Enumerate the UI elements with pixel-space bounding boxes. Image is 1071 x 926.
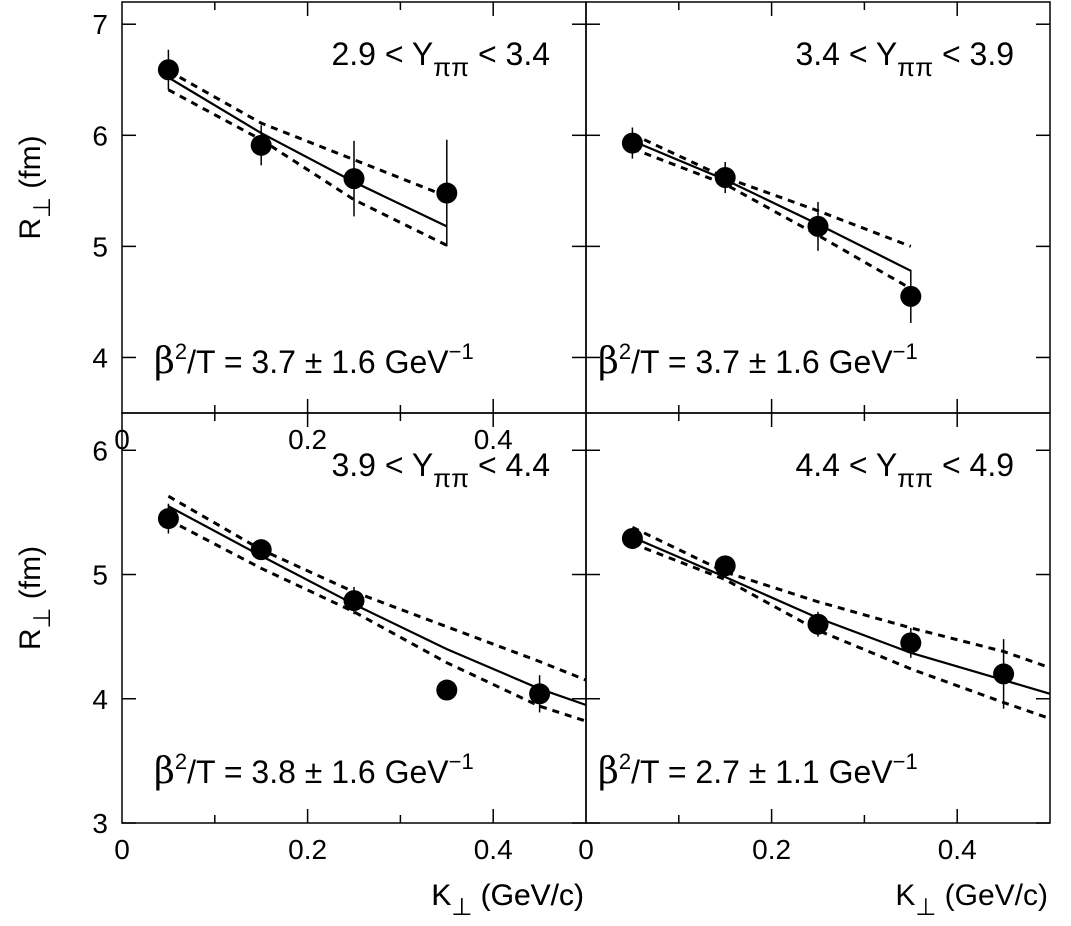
fit-curve bbox=[167, 76, 448, 228]
rapidity-range-label: 4.4 < Yππ < 4.9 bbox=[795, 447, 1014, 493]
rapidity-range-label: 3.9 < Yππ < 4.4 bbox=[331, 447, 550, 493]
fit-upper-bound bbox=[631, 525, 1050, 670]
data-point bbox=[250, 134, 272, 156]
x-tick-label: 0 bbox=[114, 834, 130, 865]
data-point bbox=[436, 679, 458, 701]
fit-lower-bound bbox=[631, 147, 912, 290]
fit-upper-bound bbox=[167, 69, 448, 198]
fit-result-label: β2/T = 2.7 ± 1.1 GeV−1 bbox=[598, 749, 918, 792]
x-tick-label: 0.4 bbox=[474, 834, 513, 865]
panel-frames bbox=[121, 1, 1051, 824]
fit-curve bbox=[631, 536, 1050, 695]
data-point bbox=[250, 539, 272, 561]
x-tick-label: 0 bbox=[114, 424, 130, 455]
y-tick-label: 4 bbox=[92, 342, 108, 373]
fit-upper-bound bbox=[167, 494, 586, 682]
fit-lower-bound bbox=[167, 518, 586, 723]
y-tick-label: 6 bbox=[92, 435, 108, 466]
x-tick-label: 0.2 bbox=[288, 424, 327, 455]
panel-content: 4 5 6 7 0 0.2 0.4 2.9 < Yππ < 3.4 β2/T = 3.7 ± 1… bbox=[14, 2, 1050, 921]
data-point bbox=[343, 168, 365, 190]
data-point bbox=[714, 555, 736, 577]
y-tick-label: 7 bbox=[92, 9, 108, 40]
panel-top-left: 4 5 6 7 0 0.2 0.4 2.9 < Yππ < 3.4 β2/T = 3.7 ± 1… bbox=[14, 2, 586, 921]
data-point bbox=[529, 683, 551, 705]
x-tick-label: 0 bbox=[578, 834, 594, 865]
panel-bottom-right: 0 0.2 0.4 4.4 < Yππ < 4.9 β2/T = 2.7 ± 1.1 G… bbox=[578, 413, 1050, 921]
fit-result-label: β2/T = 3.7 ± 1.6 GeV−1 bbox=[598, 339, 918, 382]
fit-lower-bound bbox=[631, 542, 1050, 721]
y-tick-label: 6 bbox=[92, 120, 108, 151]
panel-top-right: 3.4 < Yππ < 3.9 β2/T = 3.7 ± 1.6 GeV−1 bbox=[586, 2, 1050, 413]
y-tick-label: 5 bbox=[92, 231, 108, 262]
data-point bbox=[621, 132, 643, 154]
y-tick-label: 3 bbox=[92, 808, 108, 839]
rapidity-range-label: 2.9 < Yππ < 3.4 bbox=[331, 36, 550, 82]
data-point bbox=[993, 663, 1015, 685]
data-point bbox=[621, 527, 643, 549]
fit-upper-bound bbox=[631, 132, 912, 248]
x-axis-label: K⊥ (GeV/c) bbox=[431, 879, 584, 921]
x-tick-label: 0.4 bbox=[938, 834, 977, 865]
data-point bbox=[436, 182, 458, 204]
x-axis-label: K⊥ (GeV/c) bbox=[895, 879, 1048, 921]
panel-frame bbox=[585, 412, 1051, 824]
x-tick-label: 0.2 bbox=[288, 834, 327, 865]
data-point bbox=[714, 167, 736, 189]
data-point bbox=[900, 632, 922, 654]
rapidity-range-label: 3.4 < Yππ < 3.9 bbox=[795, 36, 1014, 82]
y-tick-label: 4 bbox=[92, 684, 108, 715]
fit-curve bbox=[631, 139, 912, 272]
y-axis-label: R⊥ (fm) bbox=[14, 135, 56, 239]
fit-result-label: β2/T = 3.7 ± 1.6 GeV−1 bbox=[154, 339, 474, 382]
data-point bbox=[343, 590, 365, 612]
data-point bbox=[157, 508, 179, 530]
x-axis-label: K⊥ (GeV/c) bbox=[431, 879, 584, 921]
fit-result-label: β2/T = 3.8 ± 1.6 GeV−1 bbox=[154, 749, 474, 792]
y-axis-label: R⊥ (fm) bbox=[14, 546, 56, 650]
data-point bbox=[900, 285, 922, 307]
x-tick-label: 0.2 bbox=[752, 834, 791, 865]
fit-curve bbox=[167, 505, 586, 707]
x-tick-label: 0.4 bbox=[474, 424, 513, 455]
y-tick-label: 5 bbox=[92, 560, 108, 591]
fit-lower-bound bbox=[167, 88, 448, 247]
data-point bbox=[807, 215, 829, 237]
data-point bbox=[807, 613, 829, 635]
data-point bbox=[157, 59, 179, 81]
